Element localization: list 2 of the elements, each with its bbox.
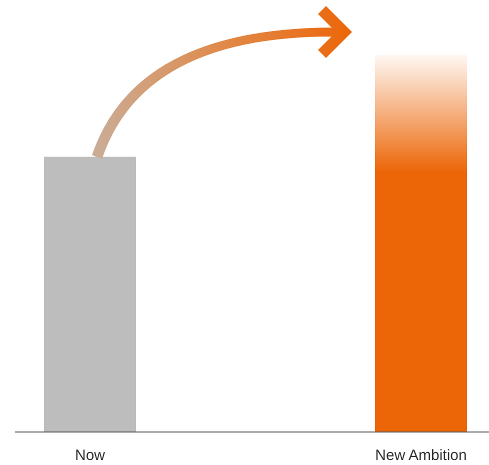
- x-tick-label: New Ambition: [375, 447, 467, 464]
- x-tick-label: Now: [74, 447, 106, 464]
